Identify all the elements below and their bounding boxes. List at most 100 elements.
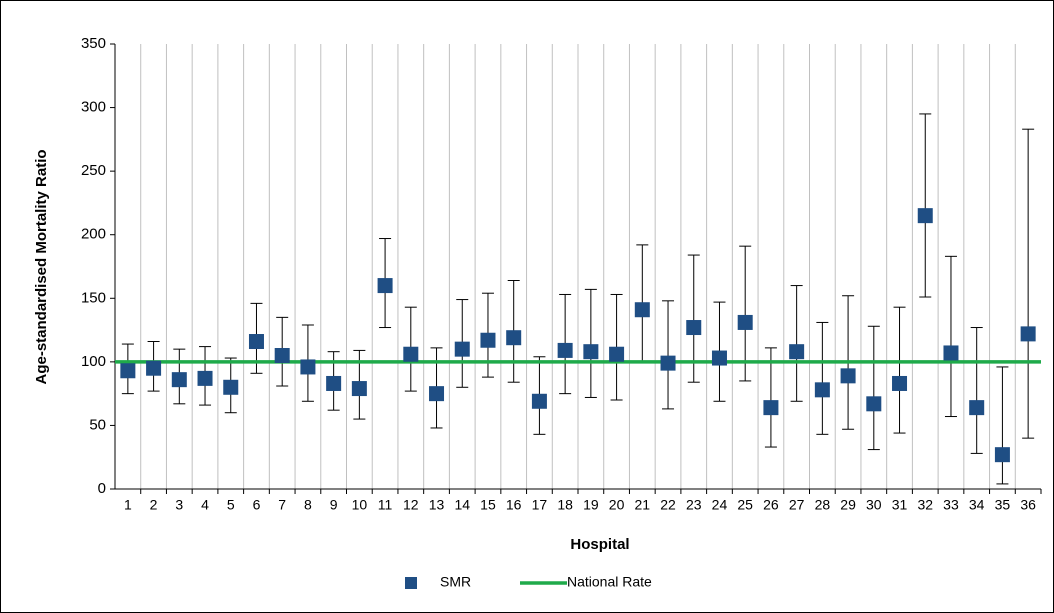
legend-label: National Rate — [567, 574, 652, 590]
x-tick-label: 21 — [635, 497, 651, 513]
marker — [223, 379, 239, 395]
marker — [763, 400, 779, 416]
x-axis-label: Hospital — [570, 536, 629, 553]
x-tick-label: 11 — [378, 497, 393, 513]
error-bar — [944, 255, 957, 418]
x-tick-label: 22 — [660, 497, 676, 513]
marker — [171, 372, 187, 388]
x-tick-label: 9 — [330, 497, 338, 513]
marker — [429, 386, 445, 402]
marker — [1020, 326, 1036, 342]
marker — [351, 381, 367, 397]
x-tick-label: 15 — [480, 497, 496, 513]
marker — [711, 350, 727, 366]
marker — [969, 400, 985, 416]
x-tick-label: 27 — [789, 497, 805, 513]
x-tick-label: 6 — [253, 497, 261, 513]
error-bar — [816, 321, 829, 435]
marker — [866, 396, 882, 412]
marker — [686, 320, 702, 336]
marker — [454, 341, 470, 357]
legend-marker — [405, 577, 417, 589]
marker — [377, 278, 393, 294]
marker — [634, 302, 650, 318]
x-tick-label: 36 — [1020, 497, 1036, 513]
x-tick-label: 24 — [712, 497, 728, 513]
x-tick-label: 7 — [278, 497, 286, 513]
y-tick-label: 300 — [81, 99, 106, 116]
error-bar — [1022, 128, 1035, 439]
x-tick-label: 8 — [304, 497, 312, 513]
y-tick-label: 150 — [81, 289, 106, 306]
marker — [814, 382, 830, 398]
marker — [197, 370, 213, 386]
marker — [531, 393, 547, 409]
x-tick-label: 18 — [557, 497, 573, 513]
x-tick-label: 25 — [737, 497, 753, 513]
marker — [300, 359, 316, 375]
x-tick-label: 3 — [175, 497, 183, 513]
x-tick-label: 12 — [403, 497, 419, 513]
y-axis-label: Age-standardised Mortality Ratio — [33, 149, 50, 384]
marker — [506, 330, 522, 346]
marker — [917, 208, 933, 224]
error-bar — [867, 325, 880, 451]
y-tick-label: 350 — [81, 35, 106, 52]
error-bar — [739, 245, 752, 382]
x-tick-label: 26 — [763, 497, 779, 513]
error-bar — [584, 288, 597, 398]
legend-label: SMR — [440, 574, 471, 590]
x-tick-label: 23 — [686, 497, 702, 513]
marker — [994, 447, 1010, 463]
x-tick-label: 35 — [995, 497, 1011, 513]
marker — [557, 342, 573, 358]
x-tick-label: 5 — [227, 497, 235, 513]
x-tick-label: 14 — [454, 497, 470, 513]
x-tick-label: 16 — [506, 497, 522, 513]
y-tick-label: 200 — [81, 226, 106, 243]
error-bar — [662, 300, 675, 410]
x-tick-label: 20 — [609, 497, 625, 513]
error-bar — [996, 366, 1009, 485]
x-tick-label: 31 — [892, 497, 908, 513]
marker — [326, 375, 342, 391]
x-tick-label: 32 — [917, 497, 933, 513]
x-tick-label: 29 — [840, 497, 856, 513]
y-tick-label: 250 — [81, 162, 106, 179]
marker — [274, 348, 290, 363]
marker — [146, 360, 162, 376]
error-bar — [970, 327, 983, 454]
marker — [248, 334, 264, 350]
x-tick-label: 1 — [124, 497, 132, 513]
x-tick-label: 19 — [583, 497, 599, 513]
marker — [660, 355, 676, 371]
marker — [789, 344, 805, 360]
marker — [943, 345, 959, 361]
error-bar — [919, 113, 932, 298]
x-tick-label: 28 — [815, 497, 831, 513]
marker — [840, 368, 856, 384]
error-bar — [764, 347, 777, 448]
error-bar — [790, 285, 803, 402]
marker — [403, 346, 419, 362]
x-tick-label: 2 — [150, 497, 158, 513]
y-tick-label: 0 — [98, 480, 106, 497]
x-tick-label: 13 — [429, 497, 445, 513]
marker — [609, 346, 625, 362]
x-tick-label: 17 — [532, 497, 548, 513]
marker — [892, 375, 908, 391]
marker — [120, 363, 136, 379]
error-bar — [893, 306, 906, 434]
marker — [737, 314, 753, 330]
x-tick-label: 30 — [866, 497, 882, 513]
x-tick-label: 34 — [969, 497, 985, 513]
y-tick-label: 50 — [89, 416, 106, 433]
marker — [480, 332, 496, 348]
y-tick-label: 100 — [81, 353, 106, 370]
x-tick-label: 4 — [201, 497, 209, 513]
x-tick-label: 33 — [943, 497, 959, 513]
marker — [583, 344, 599, 360]
x-tick-label: 10 — [352, 497, 368, 513]
